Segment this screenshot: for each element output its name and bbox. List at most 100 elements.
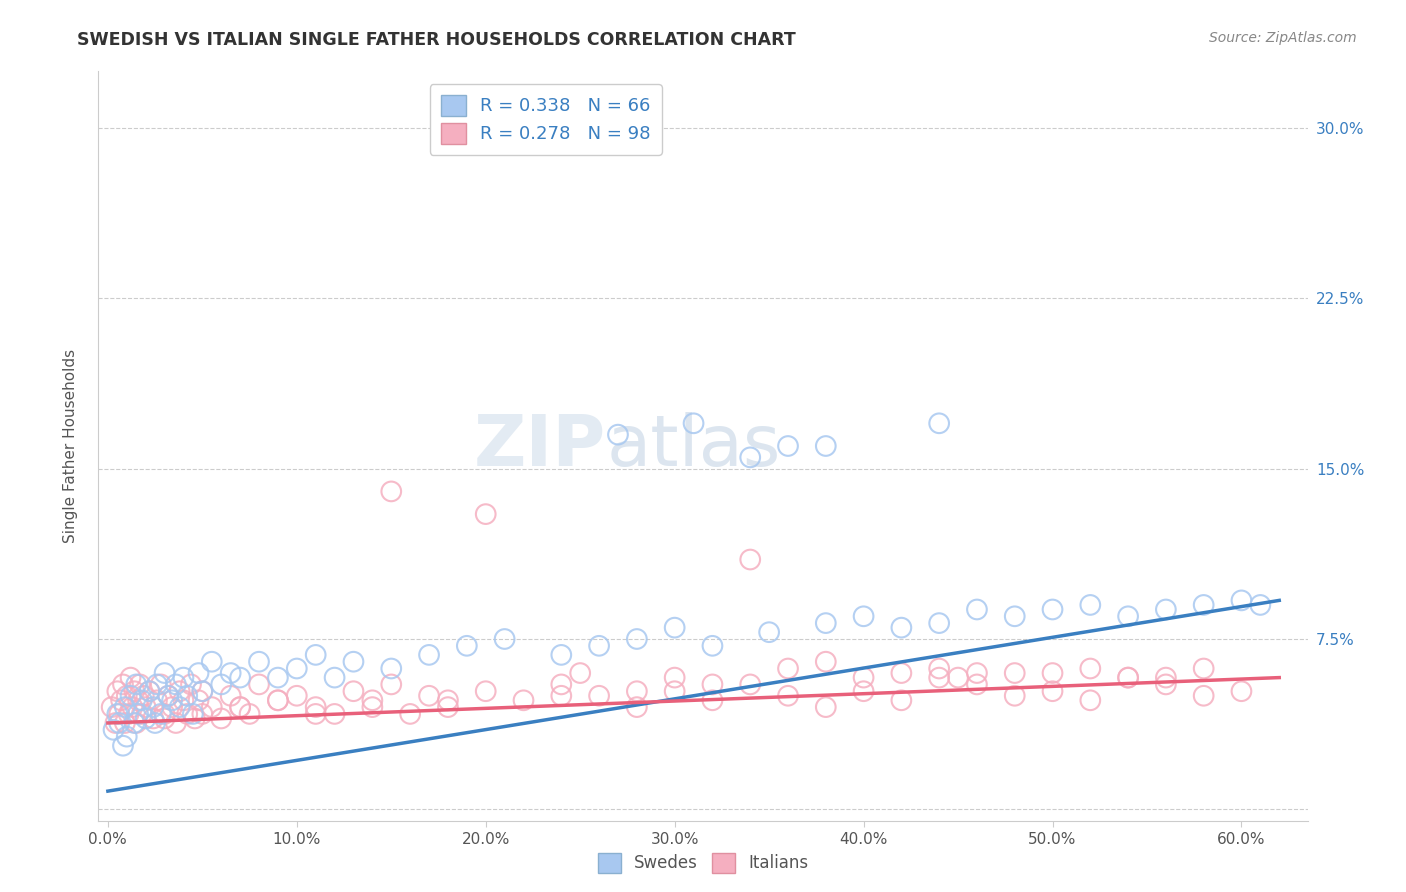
Point xyxy=(184,711,207,725)
Point xyxy=(607,427,630,442)
Point xyxy=(664,671,686,685)
Point xyxy=(437,700,460,714)
Point xyxy=(187,693,209,707)
Point xyxy=(814,700,837,714)
Point xyxy=(209,711,232,725)
Point xyxy=(146,693,169,707)
Point xyxy=(209,677,232,691)
Point xyxy=(267,693,290,707)
Point xyxy=(1116,671,1139,685)
Point xyxy=(776,439,799,453)
Point xyxy=(153,706,176,721)
Point xyxy=(1042,684,1064,698)
Text: atlas: atlas xyxy=(606,411,780,481)
Point xyxy=(588,689,610,703)
Point xyxy=(114,700,136,714)
Point xyxy=(1004,609,1026,624)
Point xyxy=(740,677,762,691)
Point xyxy=(1078,693,1101,707)
Point xyxy=(129,677,152,691)
Point xyxy=(928,616,950,631)
Point xyxy=(664,621,686,635)
Point xyxy=(474,507,496,521)
Point xyxy=(172,671,194,685)
Point xyxy=(305,706,328,721)
Point xyxy=(342,655,364,669)
Point xyxy=(118,706,141,721)
Point xyxy=(702,639,724,653)
Point xyxy=(191,706,214,721)
Point xyxy=(380,661,402,675)
Point xyxy=(814,439,837,453)
Point xyxy=(550,677,572,691)
Point xyxy=(127,693,149,707)
Point xyxy=(100,700,122,714)
Point xyxy=(1004,689,1026,703)
Point xyxy=(418,689,440,703)
Point xyxy=(121,700,143,714)
Point xyxy=(1192,661,1215,675)
Text: SWEDISH VS ITALIAN SINGLE FATHER HOUSEHOLDS CORRELATION CHART: SWEDISH VS ITALIAN SINGLE FATHER HOUSEHO… xyxy=(77,31,796,49)
Point xyxy=(267,693,290,707)
Point xyxy=(142,711,165,725)
Point xyxy=(1192,598,1215,612)
Point xyxy=(153,666,176,681)
Point xyxy=(142,700,165,714)
Point xyxy=(1230,593,1253,607)
Point xyxy=(946,671,969,685)
Point xyxy=(247,677,270,691)
Point xyxy=(550,648,572,662)
Point xyxy=(1042,602,1064,616)
Point xyxy=(285,661,308,675)
Point xyxy=(149,706,172,721)
Point xyxy=(814,655,837,669)
Point xyxy=(172,693,194,707)
Point xyxy=(135,700,157,714)
Point xyxy=(160,700,183,714)
Point xyxy=(120,689,142,703)
Point xyxy=(115,689,138,703)
Point xyxy=(105,706,128,721)
Point xyxy=(160,693,183,707)
Point xyxy=(852,684,875,698)
Point xyxy=(124,716,146,731)
Point xyxy=(169,700,191,714)
Point xyxy=(966,666,988,681)
Point xyxy=(456,639,478,653)
Point xyxy=(305,700,328,714)
Point xyxy=(1154,602,1177,616)
Point xyxy=(494,632,516,646)
Point xyxy=(342,684,364,698)
Point xyxy=(131,706,153,721)
Point xyxy=(110,693,132,707)
Legend: R = 0.338   N = 66, R = 0.278   N = 98: R = 0.338 N = 66, R = 0.278 N = 98 xyxy=(430,84,662,154)
Point xyxy=(201,655,224,669)
Point xyxy=(111,739,134,753)
Point xyxy=(219,689,242,703)
Point xyxy=(890,666,912,681)
Point xyxy=(165,677,187,691)
Point xyxy=(1192,689,1215,703)
Point xyxy=(626,700,648,714)
Point xyxy=(132,689,155,703)
Point xyxy=(138,684,160,698)
Point xyxy=(928,671,950,685)
Point xyxy=(550,689,572,703)
Point xyxy=(176,689,198,703)
Point xyxy=(229,700,252,714)
Point xyxy=(512,693,534,707)
Point xyxy=(120,671,142,685)
Point xyxy=(169,684,191,698)
Point xyxy=(1078,598,1101,612)
Point xyxy=(323,671,346,685)
Point xyxy=(135,711,157,725)
Point xyxy=(776,689,799,703)
Point xyxy=(1230,684,1253,698)
Y-axis label: Single Father Households: Single Father Households xyxy=(63,349,77,543)
Point xyxy=(380,677,402,691)
Point xyxy=(103,723,125,737)
Point xyxy=(569,666,592,681)
Point xyxy=(201,700,224,714)
Point xyxy=(852,609,875,624)
Point xyxy=(361,700,384,714)
